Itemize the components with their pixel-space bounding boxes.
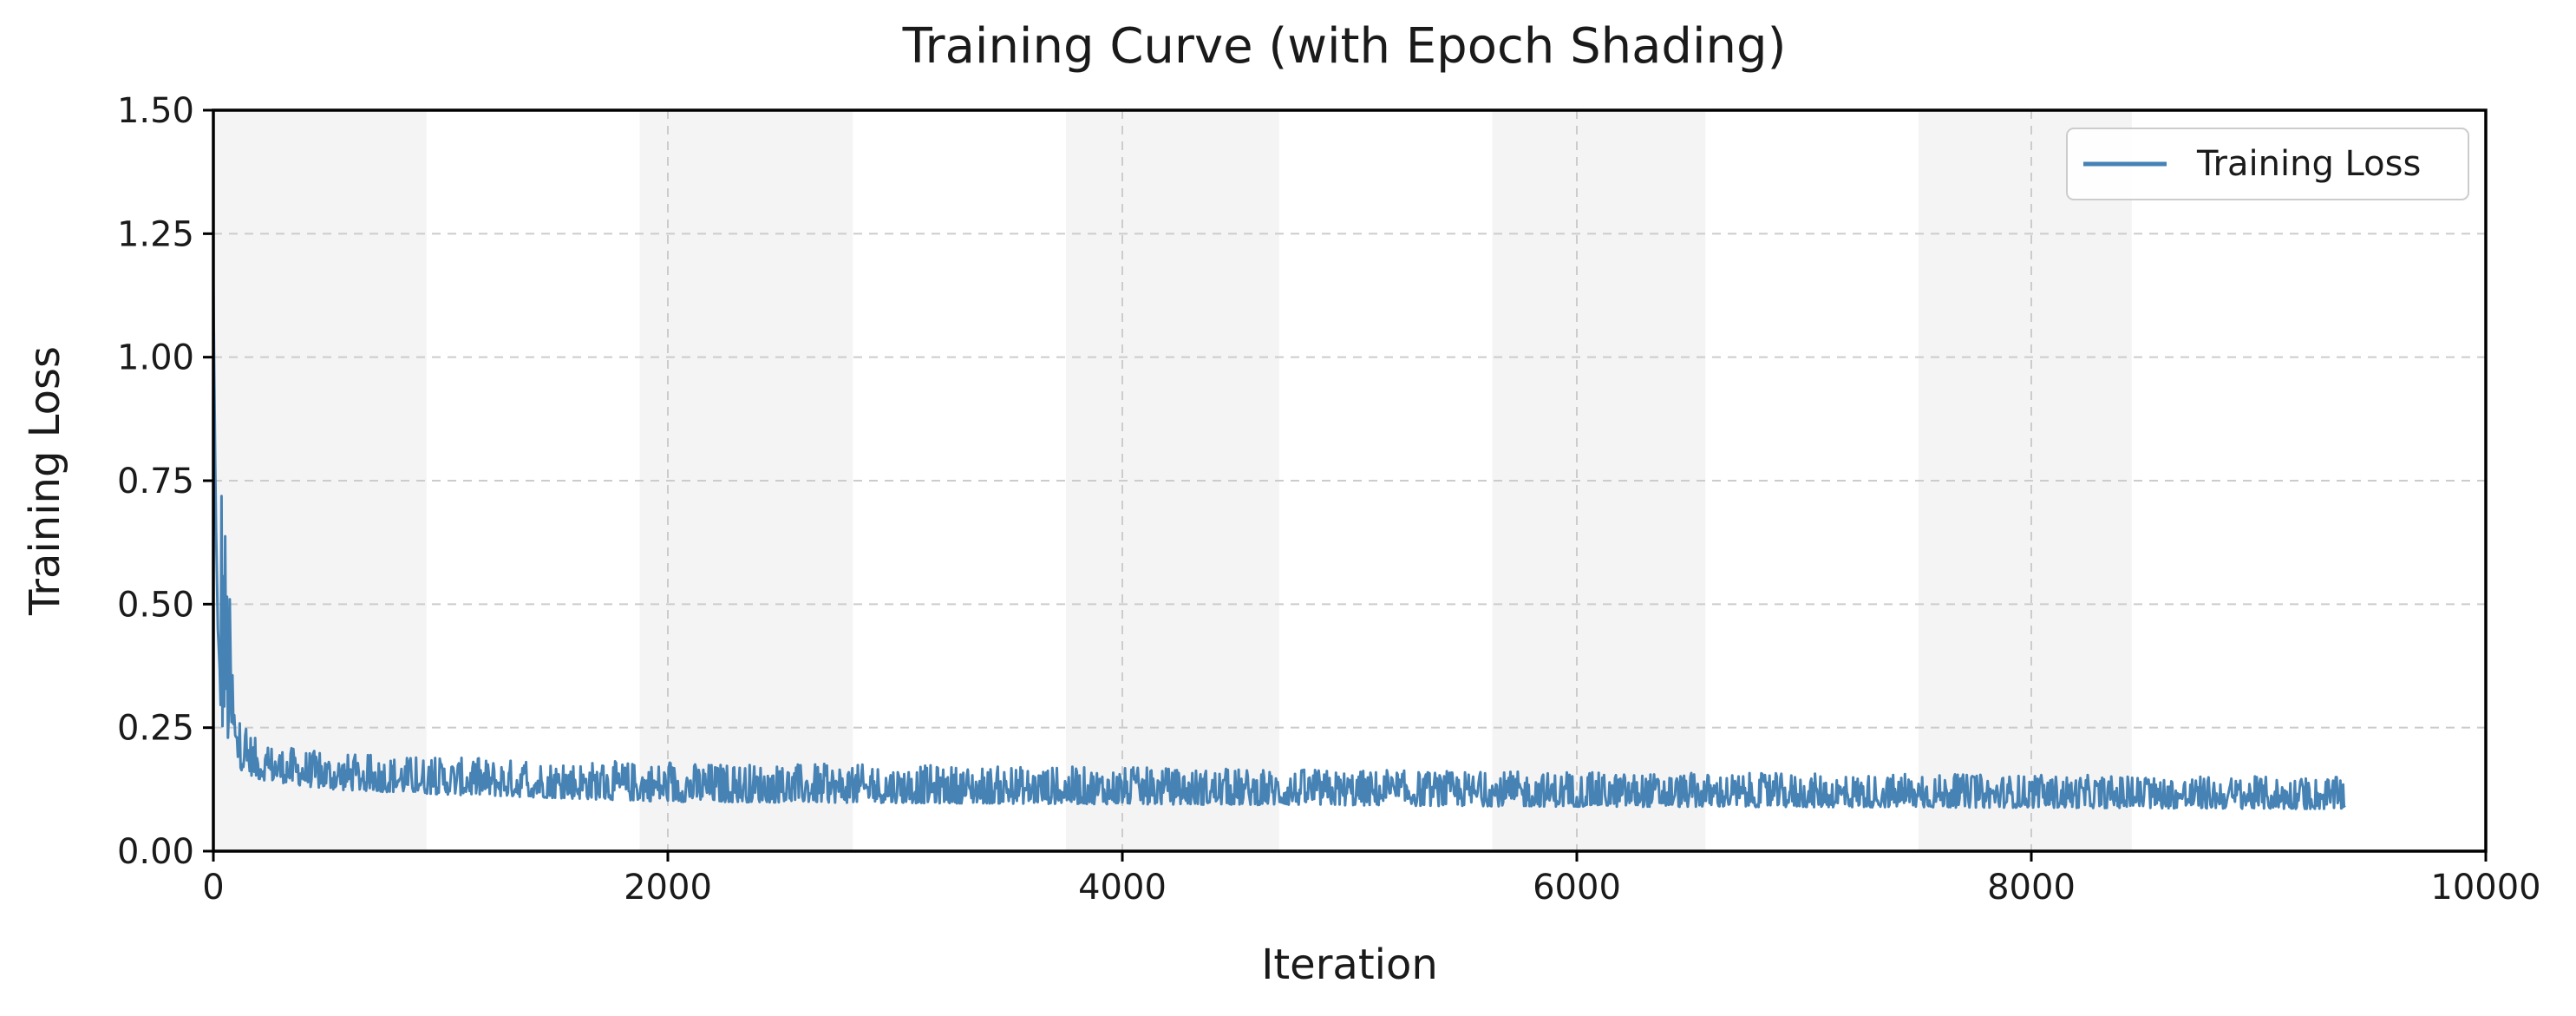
plot-frame [212,108,2488,853]
x-tick-label: 0 [202,868,224,908]
chart-title: Training Curve (with Epoch Shading) [902,18,1787,75]
legend-box [2066,128,2469,200]
y-tick-label: 0.50 [117,585,194,625]
training-loss-line [212,283,2346,810]
y-tick-label: 1.25 [117,214,194,254]
x-axis-label: Iteration [1261,941,1438,989]
x-tick-label: 6000 [1533,868,1621,908]
legend-label-training-loss: Training Loss [2196,144,2421,184]
x-tick-label: 8000 [1987,868,2076,908]
y-axis: 0.00 0.25 0.50 0.75 1.00 1.25 1.50 [117,91,213,872]
y-tick-label: 1.00 [117,338,194,378]
x-tick-label: 2000 [624,868,712,908]
x-tick-label: 4000 [1078,868,1167,908]
x-tick-label: 10000 [2430,868,2540,908]
y-tick-label: 0.25 [117,709,194,749]
y-tick-label: 0.75 [117,462,194,501]
y-tick-label: 0.00 [117,832,194,872]
series-layer [212,283,2346,810]
legend: Training Loss [2066,128,2469,200]
y-axis-label: Training Loss [21,346,69,616]
gridlines [213,110,2486,851]
x-axis: 0 2000 4000 6000 8000 10000 [202,851,2541,908]
y-tick-label: 1.50 [117,91,194,131]
